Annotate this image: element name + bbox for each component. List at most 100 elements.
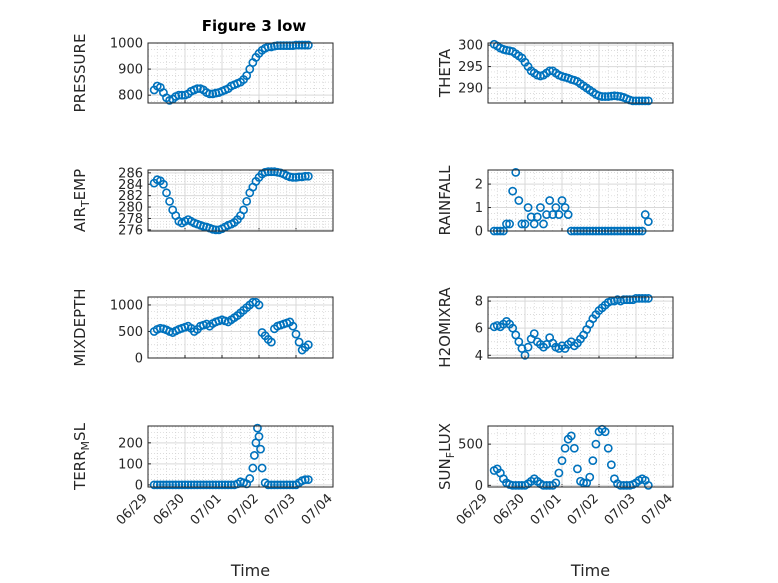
data-point (159, 179, 168, 189)
data-point (303, 171, 313, 181)
data-point (189, 480, 199, 490)
data-point (643, 217, 653, 227)
data-point (249, 451, 259, 460)
data-point (606, 460, 616, 470)
data-point (174, 480, 184, 490)
y-tick-label: 286 (118, 166, 143, 181)
subplot-h2omixra: 4 6 8 H2OMIXRA (436, 287, 674, 368)
y-axis-label: THETA (436, 48, 454, 98)
data-point (532, 212, 542, 222)
data-point (517, 219, 527, 229)
data-point (560, 203, 570, 212)
data-point (165, 480, 174, 490)
axes-frame (487, 425, 674, 488)
data-point (288, 321, 298, 331)
y-tick-label: 2 (475, 178, 483, 193)
data-point (186, 480, 196, 490)
data-point (606, 91, 616, 101)
data-point (183, 480, 193, 490)
data-point (640, 293, 650, 303)
data-point (270, 480, 279, 490)
data-point (566, 431, 576, 441)
data-point (257, 463, 267, 473)
data-point (517, 344, 527, 353)
data-point (266, 480, 276, 490)
data-point (256, 444, 265, 454)
data-point (294, 40, 304, 50)
data-point (254, 432, 264, 441)
x-tick-label: 07/02 (565, 491, 602, 528)
data-point (180, 480, 190, 490)
data-point (273, 480, 282, 490)
data-point (300, 171, 310, 181)
data-point (619, 480, 629, 490)
data-point (557, 456, 567, 466)
subplot-rainfall: 0 1 2 RAINFALL (436, 165, 674, 240)
data-point (208, 480, 218, 490)
axes-frame (147, 296, 334, 359)
y-tick-label: 0 (135, 352, 143, 367)
data-point (548, 210, 558, 219)
data-point (603, 443, 613, 453)
data-point (226, 480, 236, 490)
y-tick-label: 500 (118, 325, 143, 340)
data-point (294, 337, 304, 347)
data-point (300, 40, 310, 50)
y-tick-label: 284 (118, 178, 143, 193)
data-point (205, 480, 215, 490)
x-tick-label: 07/01 (528, 491, 565, 528)
data-point (631, 293, 641, 303)
data-point (514, 196, 524, 205)
data-point (192, 84, 202, 94)
data-point (297, 40, 307, 50)
data-point (600, 427, 610, 437)
data-point (551, 203, 561, 212)
data-point (591, 439, 601, 449)
y-tick-label: 290 (458, 82, 483, 97)
y-tick-label: 282 (118, 189, 143, 204)
data-point (199, 480, 208, 490)
y-tick-label: 8 (475, 295, 483, 310)
data-point (514, 480, 524, 490)
data-point (285, 480, 295, 490)
data-point (282, 41, 292, 51)
data-point (523, 203, 533, 212)
data-point (508, 480, 518, 490)
data-point (171, 480, 181, 490)
data-point (303, 475, 313, 485)
y-tick-label: 0 (475, 479, 483, 494)
data-point (511, 480, 521, 490)
data-point (640, 210, 650, 219)
data-point (282, 480, 292, 490)
y-tick-label: 100 (118, 457, 143, 472)
data-point (542, 480, 551, 490)
data-point (220, 480, 230, 490)
y-tick-label: 295 (458, 60, 483, 75)
data-point (613, 91, 622, 101)
data-point (291, 40, 301, 50)
y-axis-label: AIRTEMP (71, 169, 92, 232)
x-axis-label: Time (570, 561, 610, 580)
data-point (196, 480, 205, 490)
y-tick-label: 276 (118, 223, 143, 238)
y-axis-label: RAINFALL (436, 165, 454, 236)
data-point (585, 472, 595, 482)
y-axis-label: H2OMIXRA (436, 287, 454, 368)
data-point (502, 219, 511, 229)
data-point (155, 480, 165, 490)
data-point (159, 480, 168, 490)
data-point (523, 342, 533, 352)
data-point (573, 464, 582, 474)
x-tick-label: 06/30 (151, 491, 188, 528)
subplot-terr-msl: 0 100 200 TERRMSL 06/29 06/30 07/01 07/02 07/03 0… (71, 422, 336, 580)
data-point (643, 293, 653, 303)
data-point (622, 480, 632, 490)
x-tick-label: 07/03 (602, 491, 639, 528)
data-point (514, 337, 524, 347)
data-point (554, 210, 564, 219)
data-point (273, 41, 282, 51)
data-point (162, 480, 171, 490)
y-tick-label: 278 (118, 212, 143, 227)
y-tick-label: 1000 (110, 37, 143, 52)
